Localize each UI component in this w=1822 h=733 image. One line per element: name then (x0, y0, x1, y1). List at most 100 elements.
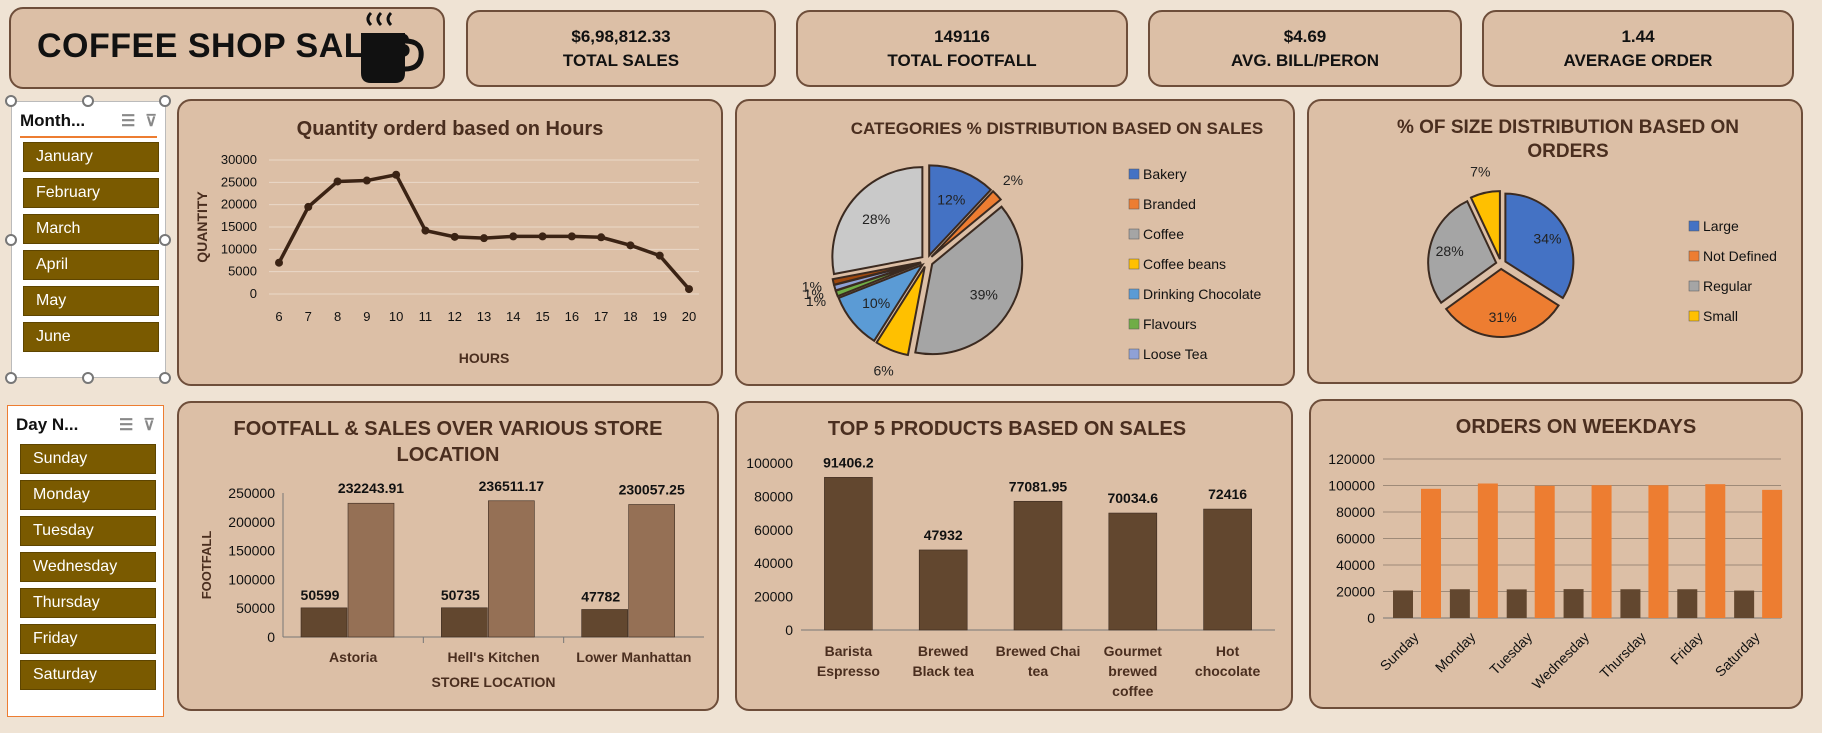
legend-swatch (1688, 250, 1700, 262)
month-slicer-header: Month... ☰ ⊽ (20, 108, 157, 134)
slicer-item-february[interactable]: February (23, 178, 159, 208)
slicer-item-may[interactable]: May (23, 286, 159, 316)
categories-chart-panel: CATEGORIES % DISTRIBUTION BASED ON SALES… (735, 99, 1295, 386)
x-tick-label: 7 (305, 309, 312, 324)
data-point (362, 176, 371, 185)
x-tick-label: 9 (363, 309, 370, 324)
resize-handle[interactable] (82, 372, 94, 384)
x-tick-label: Black tea (912, 663, 974, 679)
resize-handle[interactable] (5, 95, 17, 107)
data-point (509, 232, 518, 241)
resize-handle[interactable] (5, 372, 17, 384)
y-tick-label: 40000 (754, 555, 793, 571)
legend-entry: Not Defined (1703, 248, 1777, 264)
kpi-value: $4.69 (1283, 26, 1327, 46)
bar (1477, 483, 1498, 618)
bar (1620, 589, 1641, 618)
hours-chart-panel: Quantity orderd based on Hours 0 5000 10000… (177, 99, 723, 386)
y-tick-label: 100000 (1328, 478, 1375, 494)
bar (1648, 485, 1669, 618)
bar (1506, 589, 1527, 618)
y-tick-label: 80000 (1336, 504, 1375, 520)
slicer-item-tuesday[interactable]: Tuesday (20, 516, 156, 546)
multi-select-icon[interactable]: ☰ (120, 113, 136, 130)
chart-title: FOOTFALL & SALES OVER VARIOUS STORE (234, 418, 663, 440)
legend-swatch (1128, 348, 1140, 360)
pie-slice-not-defined (1444, 267, 1560, 338)
data-point (538, 232, 547, 241)
bar (1449, 589, 1470, 618)
legend-entry: Regular (1703, 278, 1752, 294)
y-tick-label: 200000 (228, 514, 275, 530)
legend-swatch (1688, 310, 1700, 322)
y-axis-label: QUANTITY (194, 191, 210, 263)
bar (300, 607, 348, 638)
chart-title: CATEGORIES % DISTRIBUTION BASED ON SALES (851, 119, 1263, 138)
kpi-value: 1.44 (1621, 26, 1655, 46)
resize-handle[interactable] (159, 372, 171, 384)
weekday-chart-panel: ORDERS ON WEEKDAYS 0 20000 40000 60000 80000 1… (1309, 399, 1803, 709)
x-tick-label: Saturday (1712, 629, 1763, 680)
legend-swatch (1128, 258, 1140, 270)
legend-entry: Drinking Chocolate (1143, 286, 1261, 302)
data-label: 31% (1489, 309, 1517, 325)
month-slicer[interactable]: Month... ☰ ⊽ January February March Apri… (11, 101, 166, 378)
slicer-item-thursday[interactable]: Thursday (20, 588, 156, 618)
bar (488, 500, 535, 638)
slicer-item-june[interactable]: June (23, 322, 159, 352)
resize-handle[interactable] (5, 234, 17, 246)
slicer-item-april[interactable]: April (23, 250, 159, 280)
slicer-item-march[interactable]: March (23, 214, 159, 244)
size-chart-panel: % OF SIZE DISTRIBUTION BASED ON ORDERS 34%… (1307, 99, 1803, 384)
x-tick-label: Wednesday (1529, 629, 1592, 692)
pie-slice-branded (930, 189, 1003, 258)
y-tick-label: 20000 (754, 589, 793, 605)
y-tick-label: 60000 (754, 522, 793, 538)
dashboard-title: COFFEE SHOP SALES (37, 27, 412, 65)
data-point (655, 251, 664, 260)
slicer-item-january[interactable]: January (23, 142, 159, 172)
data-label: 12% (937, 192, 965, 208)
data-label: 10% (862, 295, 890, 311)
legend-entry: Coffee (1143, 226, 1184, 242)
kpi-average-order: 1.44 AVERAGE ORDER (1482, 10, 1794, 87)
clear-filter-icon[interactable]: ⊽ (143, 417, 155, 434)
coffee-cup-icon (361, 11, 424, 83)
x-tick-label: 13 (477, 309, 491, 324)
x-tick-label: 20 (682, 309, 696, 324)
resize-handle[interactable] (82, 95, 94, 107)
pie-slice-coffee (914, 205, 1024, 356)
x-tick-label: Astoria (329, 649, 377, 665)
data-label: 91406.2 (823, 454, 874, 470)
data-label: 34% (1533, 230, 1561, 246)
slicer-item-friday[interactable]: Friday (20, 624, 156, 654)
legend-swatch (1128, 198, 1140, 210)
y-tick-label: 10000 (221, 241, 257, 256)
clear-filter-icon[interactable]: ⊽ (145, 113, 157, 130)
x-tick-label: Lower Manhattan (576, 649, 691, 665)
pie-slice-regular (1427, 199, 1498, 305)
resize-handle[interactable] (159, 95, 171, 107)
products-bar-chart: TOP 5 PRODUCTS BASED ON SALES 0 20000 40000… (746, 418, 1275, 699)
data-label: 230057.25 (619, 481, 685, 497)
day-slicer[interactable]: Day N... ☰ ⊽ Sunday Monday Tuesday Wedne… (7, 405, 164, 717)
slicer-item-sunday[interactable]: Sunday (20, 444, 156, 474)
products-chart-panel: TOP 5 PRODUCTS BASED ON SALES 0 20000 40000… (735, 401, 1293, 711)
y-tick-label: 0 (1367, 610, 1375, 626)
x-tick-label: brewed (1108, 663, 1157, 679)
slicer-item-monday[interactable]: Monday (20, 480, 156, 510)
data-point (597, 233, 606, 242)
y-tick-label: 30000 (221, 152, 257, 167)
resize-handle[interactable] (159, 234, 171, 246)
multi-select-icon[interactable]: ☰ (118, 417, 134, 434)
y-tick-label: 40000 (1336, 557, 1375, 573)
data-point (333, 177, 342, 186)
legend-swatch (1688, 280, 1700, 292)
slicer-item-wednesday[interactable]: Wednesday (20, 552, 156, 582)
data-point (567, 232, 576, 241)
pie-slice-small (1469, 190, 1501, 260)
slicer-item-saturday[interactable]: Saturday (20, 660, 156, 690)
pie-slice-bakery (928, 164, 993, 258)
slicer-divider (20, 136, 157, 138)
kpi-total-sales: $6,98,812.33 TOTAL SALES (466, 10, 776, 87)
